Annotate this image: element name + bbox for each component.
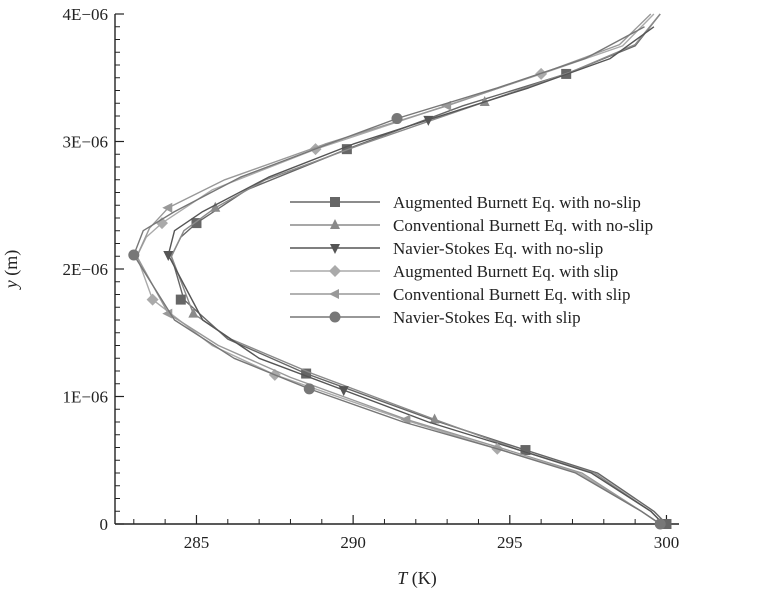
y-axis-title: y (m) bbox=[1, 250, 22, 291]
data-point bbox=[479, 95, 490, 106]
legend-label: Navier-Stokes Eq. with slip bbox=[393, 308, 581, 327]
y-tick-label: 3E−06 bbox=[63, 133, 108, 152]
legend-label: Conventional Burnett Eq. with slip bbox=[393, 285, 631, 304]
data-point bbox=[391, 113, 403, 125]
data-point bbox=[303, 383, 315, 395]
data-point bbox=[301, 368, 312, 379]
x-tick-label: 290 bbox=[340, 533, 366, 552]
legend-marker bbox=[329, 289, 339, 299]
legend-label: Augmented Burnett Eq. with slip bbox=[393, 262, 618, 281]
data-point bbox=[520, 445, 531, 456]
x-tick-label: 295 bbox=[497, 533, 523, 552]
data-point bbox=[338, 386, 349, 397]
series-6 bbox=[128, 26, 666, 530]
data-point bbox=[423, 115, 434, 126]
legend-label: Navier-Stokes Eq. with no-slip bbox=[393, 239, 603, 258]
legend-entry: Augmented Burnett Eq. with slip bbox=[290, 262, 618, 281]
legend: Augmented Burnett Eq. with no-slip Conven… bbox=[290, 193, 653, 327]
legend-label: Conventional Burnett Eq. with no-slip bbox=[393, 216, 653, 235]
legend-entry: Augmented Burnett Eq. with no-slip bbox=[290, 193, 641, 212]
data-point bbox=[146, 293, 159, 306]
series-3 bbox=[163, 26, 664, 525]
axes: 285 290 295 300 0 1E−06 2E−06 3E−06 4E−06 T (K) y … bbox=[1, 5, 679, 589]
legend-marker bbox=[329, 311, 341, 323]
y-tick-label: 4E−06 bbox=[63, 5, 108, 24]
legend-label: Augmented Burnett Eq. with no-slip bbox=[393, 193, 641, 212]
data-point bbox=[175, 294, 186, 305]
y-tick-label: 1E−06 bbox=[63, 388, 108, 407]
data-point bbox=[156, 217, 168, 230]
legend-entry: Conventional Burnett Eq. with slip bbox=[290, 285, 631, 304]
legend-entry: Navier-Stokes Eq. with slip bbox=[290, 308, 581, 327]
series-layer bbox=[128, 13, 672, 530]
legend-marker bbox=[330, 244, 340, 254]
data-point bbox=[128, 249, 140, 261]
data-point bbox=[429, 413, 440, 424]
data-point bbox=[661, 519, 672, 529]
legend-entry: Navier-Stokes Eq. with no-slip bbox=[290, 239, 603, 258]
data-point bbox=[188, 307, 199, 318]
x-tick-label: 285 bbox=[184, 533, 210, 552]
legend-marker bbox=[330, 219, 340, 229]
data-point bbox=[210, 201, 221, 212]
legend-marker bbox=[330, 197, 340, 207]
data-point bbox=[191, 218, 202, 229]
x-tick-label: 300 bbox=[654, 533, 680, 552]
legend-entry: Conventional Burnett Eq. with no-slip bbox=[290, 216, 653, 235]
data-point bbox=[400, 414, 411, 425]
y-tick-label: 2E−06 bbox=[63, 260, 108, 279]
data-point bbox=[162, 202, 173, 213]
legend-marker bbox=[329, 265, 341, 277]
y-tick-label: 0 bbox=[100, 515, 109, 534]
data-point bbox=[163, 250, 174, 261]
x-axis-title: T (K) bbox=[397, 568, 437, 589]
data-point bbox=[654, 518, 666, 530]
